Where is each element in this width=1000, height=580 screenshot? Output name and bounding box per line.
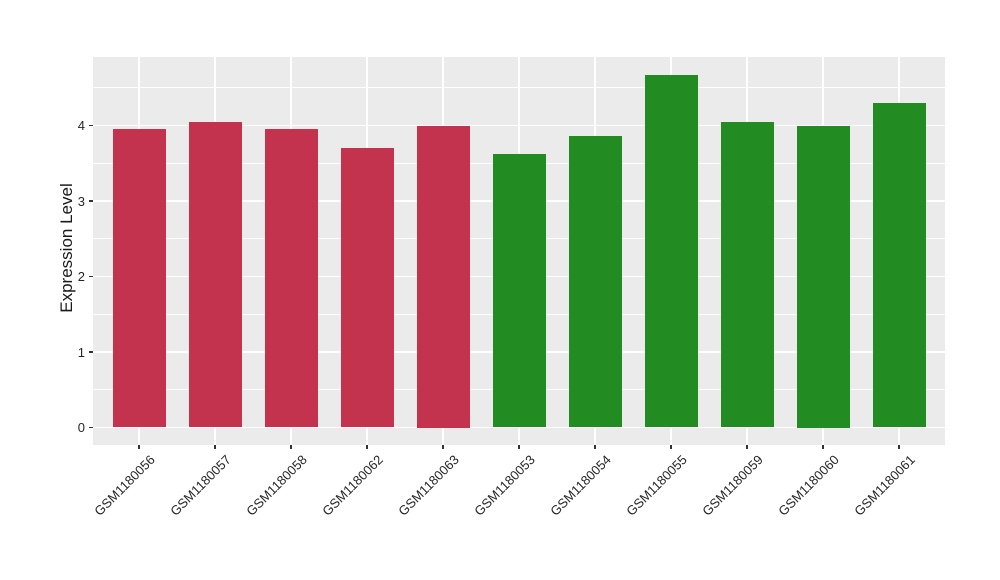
x-tick-label: GSM1180062 [318,452,386,519]
x-tick-mark [746,445,748,449]
y-tick-label: 0 [77,420,85,435]
y-tick-mark [89,124,93,127]
y-tick-mark [89,426,93,429]
bar-GSM1180053 [492,154,546,428]
bar-GSM1180058 [264,129,318,428]
x-tick-mark [366,445,368,449]
y-tick-label: 1 [77,344,85,360]
x-tick-mark [594,445,596,449]
x-tick-mark [822,445,824,449]
x-tick-label: GSM1180056 [90,452,158,519]
x-tick-label: GSM1180060 [774,452,842,519]
x-tick-mark [214,445,216,449]
x-tick-label: GSM1180053 [470,452,538,519]
x-tick-mark [290,445,292,449]
x-tick-label: GSM1180057 [166,452,234,519]
bar-GSM1180063 [416,125,470,428]
x-tick-mark [518,445,520,449]
bar-GSM1180059 [720,121,774,428]
y-tick-mark [89,351,93,353]
x-tick-label: GSM1180063 [394,452,462,519]
plot-panel [93,57,945,445]
x-tick-mark [898,445,900,449]
x-tick-label: GSM1180054 [546,452,614,519]
y-tick-label: 4 [77,118,85,133]
bar-GSM1180062 [340,148,394,428]
bar-GSM1180054 [568,136,622,428]
bar-GSM1180057 [188,121,242,428]
bar-GSM1180060 [796,125,850,428]
x-tick-label: GSM1180059 [698,452,766,519]
x-tick-label: GSM1180055 [622,452,690,519]
bar-GSM1180055 [644,74,698,428]
x-tick-mark [442,445,444,449]
x-tick-mark [138,445,140,449]
y-tick-mark [89,200,93,202]
y-tick-mark [89,275,93,278]
bar-GSM1180061 [872,102,926,428]
bar-GSM1180056 [112,129,166,428]
y-tick-label: 2 [77,269,85,284]
x-tick-label: GSM1180058 [242,452,310,519]
y-tick-label: 3 [77,193,85,209]
x-tick-label: GSM1180061 [850,452,918,519]
x-tick-mark [670,445,672,449]
